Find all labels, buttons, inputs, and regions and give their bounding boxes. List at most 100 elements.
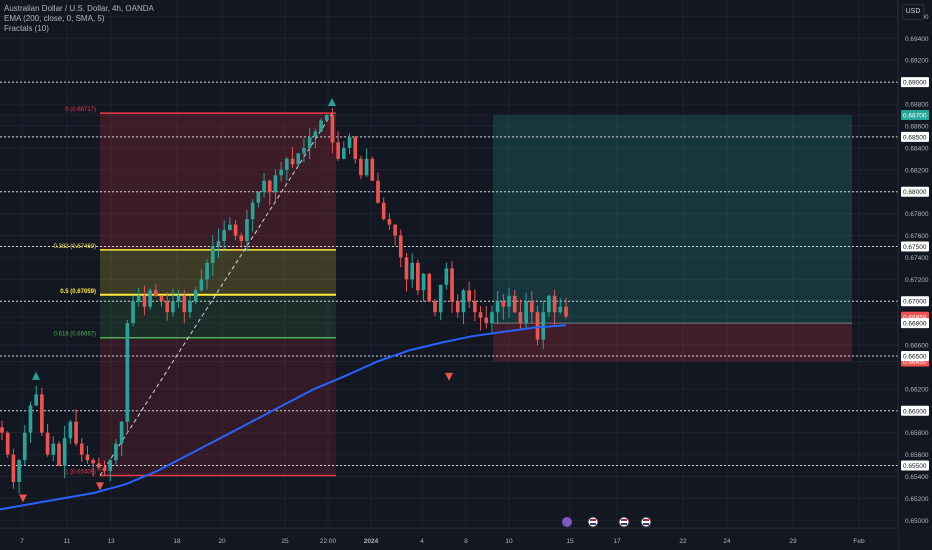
fractal-down-icon	[445, 372, 453, 381]
price-badge	[901, 77, 929, 88]
price-tick-label: 0.68800	[905, 102, 929, 109]
price-tick-label: 0.67200	[905, 277, 929, 284]
candle	[22, 432, 27, 461]
candle	[182, 295, 187, 313]
candle	[381, 202, 386, 220]
flag-event-icon[interactable]	[618, 516, 630, 528]
candle	[507, 295, 511, 307]
price-badge	[901, 131, 929, 142]
candle	[421, 273, 426, 291]
candle	[484, 317, 489, 324]
candle	[558, 306, 563, 313]
long-position-tool	[493, 115, 852, 362]
price-badge-label: 0.66500	[903, 354, 927, 361]
time-tick-label: 8	[464, 538, 468, 545]
flag-stripe	[621, 519, 627, 521]
price-badge	[901, 241, 929, 252]
candle	[62, 438, 67, 466]
candle	[541, 312, 546, 340]
fractals-indicator-label[interactable]: Fractals (10)	[4, 24, 49, 33]
candle	[176, 295, 181, 302]
candle	[108, 460, 113, 472]
candle	[398, 235, 403, 258]
candle	[495, 301, 500, 313]
time-tick-label: 24	[723, 538, 731, 545]
fractal-up-icon	[328, 98, 336, 107]
price-badge-label: 0.68000	[903, 189, 927, 196]
fib-level-label: 0.5 (0.67059)	[60, 289, 96, 295]
price-tick-label: 0.68200	[905, 167, 929, 174]
candle	[91, 460, 95, 464]
time-tick-label: 17	[613, 538, 621, 545]
candle	[17, 460, 21, 482]
candle	[364, 158, 369, 176]
currency-button[interactable]: USD	[902, 4, 924, 20]
candle	[45, 432, 50, 455]
candle	[341, 147, 346, 159]
candle	[245, 219, 249, 241]
fib-trend-line	[99, 112, 333, 476]
candle	[353, 136, 358, 159]
candle	[490, 312, 494, 324]
time-tick-label: 7	[20, 538, 24, 545]
price-badge-label: 0.66450	[903, 359, 927, 366]
price-tick-label: 0.67400	[905, 255, 929, 262]
candle	[114, 443, 118, 461]
candle	[40, 394, 44, 433]
price-tick-label: 0.65200	[905, 496, 929, 503]
price-badge-label: 0.66800	[903, 321, 927, 328]
fractal-down-icon	[96, 482, 104, 491]
candle	[142, 295, 147, 307]
fib-level-label: 1 (0.65409)	[65, 470, 96, 476]
candle	[461, 290, 466, 313]
candle	[79, 443, 84, 455]
price-badge-label: 0.67000	[903, 299, 927, 306]
candle	[136, 295, 141, 302]
price-tick-label: 0.67800	[905, 211, 929, 218]
price-badge	[901, 351, 929, 362]
candle	[535, 312, 540, 340]
time-tick-label: 22	[679, 538, 687, 545]
candle	[296, 153, 301, 165]
candle	[330, 115, 335, 143]
price-badge-label: 0.66000	[903, 408, 927, 415]
lightning-event-icon[interactable]	[562, 517, 572, 527]
ema-indicator-label[interactable]: EMA (200, close, 0, SMA, 5)	[4, 14, 105, 23]
candle	[188, 301, 192, 313]
price-scale-bg	[898, 0, 932, 550]
candle	[359, 158, 363, 176]
flag-event-icon[interactable]	[587, 516, 599, 528]
time-tick-label: 18	[173, 538, 181, 545]
candle	[267, 180, 272, 192]
price-tick-label: 0.69200	[905, 58, 929, 65]
candle	[210, 246, 215, 263]
stop-zone	[493, 323, 852, 362]
fib-zone-5-618	[100, 294, 336, 338]
candle	[302, 147, 306, 154]
fib-zone-0-382	[100, 113, 336, 250]
candle	[324, 115, 329, 121]
fib-retracement: 0 (0.68717) 0.382 (0.67469) 0.5 (0.67059) 0…	[54, 107, 336, 477]
price-tick-label: 0.66200	[905, 386, 929, 393]
price-scale: 0.696000.694000.692000.688000.686000.684…	[897, 0, 932, 550]
candle	[564, 306, 568, 317]
candle	[262, 180, 266, 192]
price-badge	[901, 186, 929, 197]
candle	[85, 454, 90, 461]
flag-event-icon[interactable]	[640, 516, 652, 528]
candle	[119, 421, 124, 444]
candle	[159, 295, 164, 302]
price-tick-label: 0.65600	[905, 452, 929, 459]
price-tick-label: 0.68400	[905, 145, 929, 152]
time-tick-label: 15	[566, 538, 574, 545]
time-tick-label: 2024	[364, 538, 379, 545]
candle	[444, 268, 449, 285]
time-tick-label: 4	[420, 538, 424, 545]
candle	[467, 290, 471, 302]
candle	[193, 290, 198, 302]
candle	[518, 312, 523, 324]
candle	[438, 284, 443, 313]
price-badge-label: 0.65500	[903, 463, 927, 470]
candle	[171, 301, 175, 313]
